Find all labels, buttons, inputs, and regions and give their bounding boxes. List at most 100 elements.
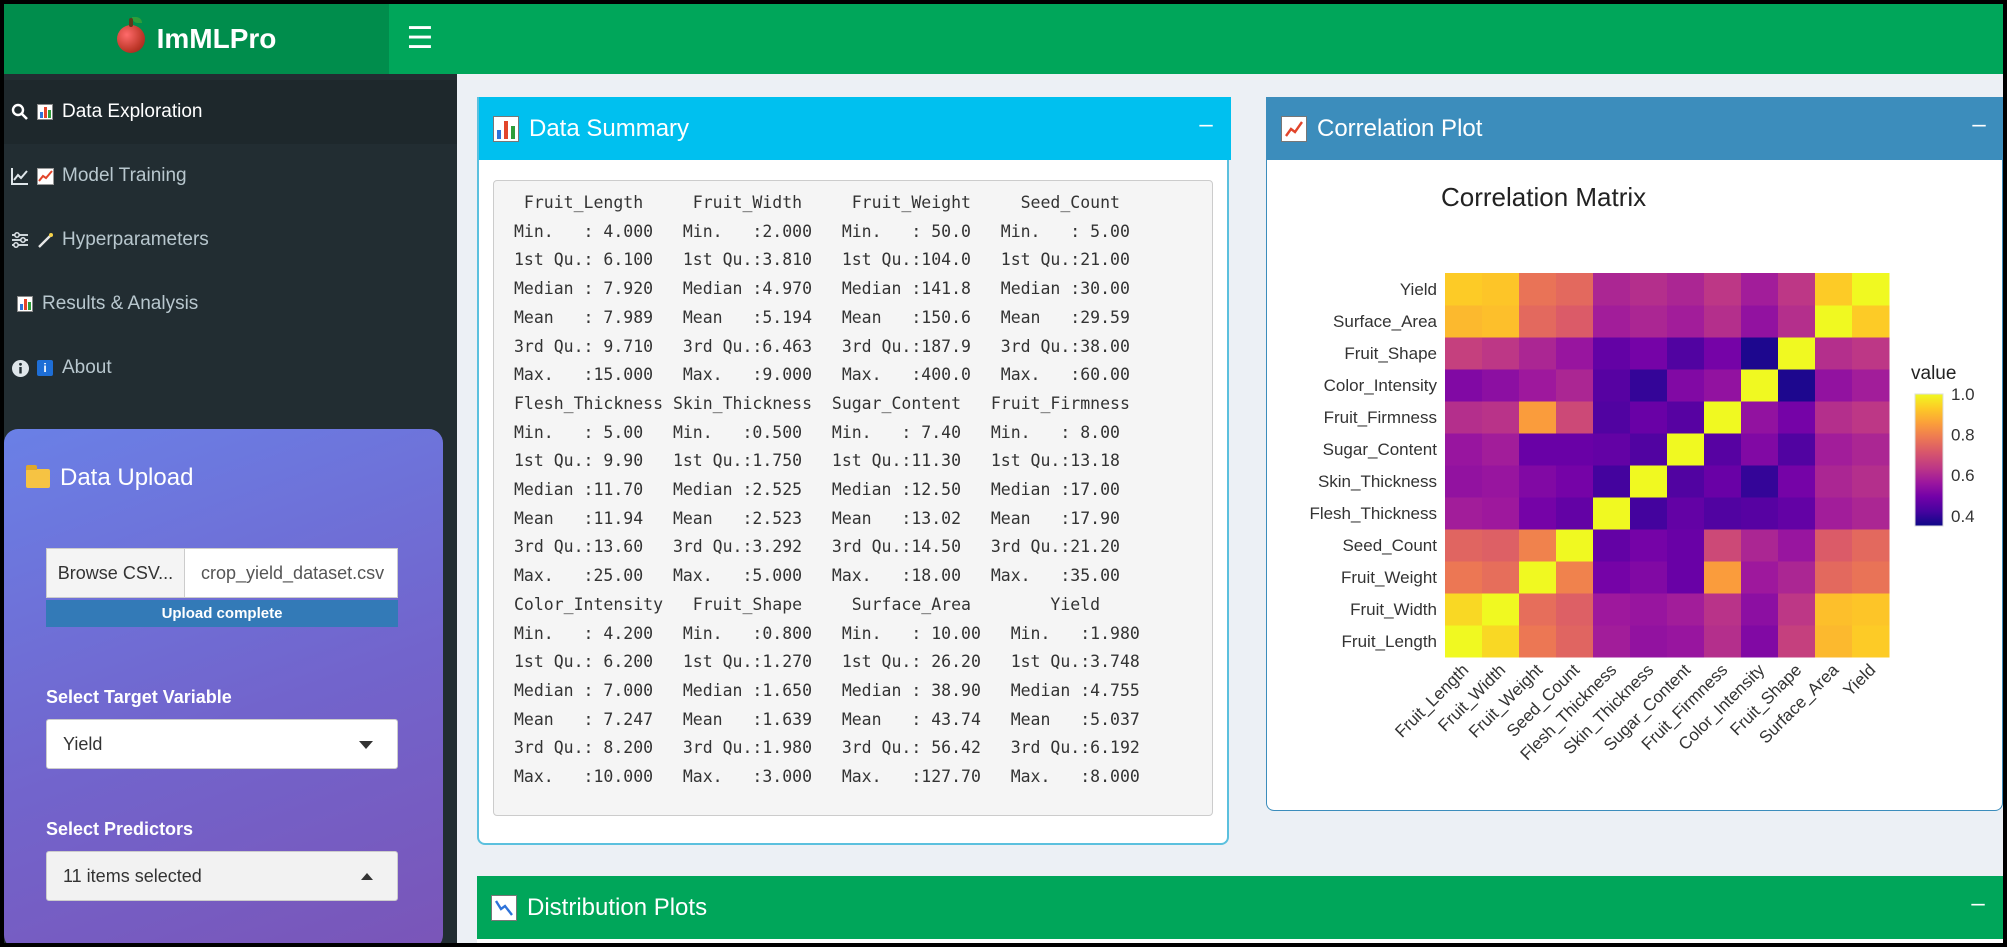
bar-chart-icon <box>36 103 54 121</box>
heatmap-cell <box>1852 305 1890 338</box>
sidebar-item-model-training[interactable]: Model Training <box>4 144 457 208</box>
browse-csv-button[interactable]: Browse CSV... <box>46 548 185 598</box>
y-tick-label: Flesh_Thickness <box>1309 504 1437 523</box>
heatmap-cell <box>1445 465 1483 498</box>
y-tick-label: Seed_Count <box>1342 536 1437 555</box>
heatmap-cell <box>1778 305 1816 338</box>
correlation-plot-title: Correlation Plot <box>1317 115 1482 143</box>
heatmap-cell <box>1630 593 1668 626</box>
heatmap-cell <box>1852 497 1890 530</box>
sidebar-item-data-exploration[interactable]: Data Exploration <box>4 80 457 144</box>
heatmap-cell <box>1667 561 1705 594</box>
heatmap-cell <box>1630 369 1668 402</box>
heatmap-cell <box>1445 337 1483 370</box>
heatmap-cell <box>1593 465 1631 498</box>
heatmap-cell <box>1852 337 1890 370</box>
heatmap-cell <box>1482 433 1520 466</box>
heatmap-cell <box>1630 529 1668 562</box>
heatmap-cell <box>1778 625 1816 658</box>
collapse-minus-icon[interactable]: – <box>1195 115 1217 137</box>
heatmap-cell <box>1593 529 1631 562</box>
heatmap-cell <box>1482 529 1520 562</box>
data-summary-box: Data Summary – Fruit_Length Fruit_Width … <box>477 97 1229 845</box>
file-name-field[interactable]: crop_yield_dataset.csv <box>185 548 398 598</box>
target-variable-select[interactable]: Yield <box>46 719 398 769</box>
heatmap-cell <box>1667 273 1705 306</box>
heatmap-cell <box>1815 465 1853 498</box>
predictors-value: 11 items selected <box>63 866 202 886</box>
bar-chart-icon <box>493 116 519 142</box>
heatmap-cell <box>1815 273 1853 306</box>
heatmap-cell <box>1519 497 1557 530</box>
app-logo[interactable]: ImMLPro <box>4 4 389 74</box>
heatmap-cell <box>1593 561 1631 594</box>
heatmap-cell <box>1630 273 1668 306</box>
heatmap-cell <box>1667 401 1705 434</box>
sidebar-item-hyperparameters[interactable]: Hyperparameters <box>4 208 457 272</box>
heatmap-cell <box>1556 305 1594 338</box>
collapse-minus-icon[interactable]: – <box>1968 115 1990 137</box>
sidebar-toggle-hamburger-icon[interactable]: ☰ <box>402 22 438 58</box>
apple-icon <box>117 25 145 53</box>
heatmap-cell <box>1704 305 1742 338</box>
heatmap-cell <box>1704 401 1742 434</box>
heatmap-cell <box>1519 593 1557 626</box>
heatmap-cell <box>1482 369 1520 402</box>
heatmap-cell <box>1630 305 1668 338</box>
heatmap-cell <box>1556 401 1594 434</box>
sidebar-item-label: Data Exploration <box>62 101 202 123</box>
heatmap-cell <box>1741 401 1779 434</box>
sliders-icon <box>10 230 30 250</box>
sidebar-item-label: Results & Analysis <box>42 293 198 315</box>
y-tick-label: Sugar_Content <box>1323 440 1438 459</box>
heatmap-cell <box>1482 337 1520 370</box>
correlation-plot-header: Correlation Plot – <box>1267 97 2003 160</box>
chart-title: Correlation Matrix <box>1441 182 1646 212</box>
heatmap-cell <box>1445 273 1483 306</box>
predictors-select[interactable]: 11 items selected <box>46 851 398 901</box>
heatmap-cell <box>1741 529 1779 562</box>
chevron-down-icon <box>359 741 373 749</box>
heatmap-cell <box>1704 625 1742 658</box>
heatmap-cell <box>1741 593 1779 626</box>
info-circle-icon <box>10 358 30 378</box>
heatmap-cell <box>1704 561 1742 594</box>
sidebar-item-results-analysis[interactable]: Results & Analysis <box>4 272 457 336</box>
sidebar-item-about[interactable]: i About <box>4 336 457 400</box>
heatmap-cell <box>1741 625 1779 658</box>
heatmap-cell <box>1815 625 1853 658</box>
y-tick-label: Surface_Area <box>1333 312 1437 331</box>
folder-icon <box>26 469 50 488</box>
heatmap-cell <box>1445 305 1483 338</box>
heatmap-cell <box>1778 497 1816 530</box>
heatmap-cell <box>1741 369 1779 402</box>
heatmap-cell <box>1445 497 1483 530</box>
heatmap-cell <box>1593 593 1631 626</box>
y-tick-label: Fruit_Shape <box>1344 344 1437 363</box>
heatmap-cell <box>1556 433 1594 466</box>
distribution-plots-title: Distribution Plots <box>527 894 707 922</box>
data-upload-panel: Data Upload Browse CSV... crop_yield_dat… <box>4 429 443 943</box>
info-square-icon: i <box>36 359 54 377</box>
heatmap-cell <box>1519 305 1557 338</box>
heatmap-cell <box>1482 561 1520 594</box>
heatmap-cell <box>1519 337 1557 370</box>
heatmap-cell <box>1815 305 1853 338</box>
heatmap-cell <box>1852 401 1890 434</box>
heatmap-cell <box>1556 561 1594 594</box>
heatmap-cell <box>1593 433 1631 466</box>
collapse-minus-icon[interactable]: – <box>1967 894 1989 916</box>
heatmap-cell <box>1741 273 1779 306</box>
bar-chart-icon <box>16 295 34 313</box>
y-tick-label: Color_Intensity <box>1324 376 1438 395</box>
heatmap-cell <box>1704 369 1742 402</box>
heatmap-cell <box>1852 369 1890 402</box>
top-navbar: ImMLPro ☰ <box>4 4 2003 74</box>
heatmap-cell <box>1445 593 1483 626</box>
target-variable-label: Select Target Variable <box>46 687 232 708</box>
colorbar-tick-label: 1.0 <box>1951 385 1975 404</box>
y-tick-label: Fruit_Firmness <box>1324 408 1437 427</box>
heatmap-cell <box>1852 273 1890 306</box>
heatmap-cell <box>1556 337 1594 370</box>
heatmap-cell <box>1815 433 1853 466</box>
